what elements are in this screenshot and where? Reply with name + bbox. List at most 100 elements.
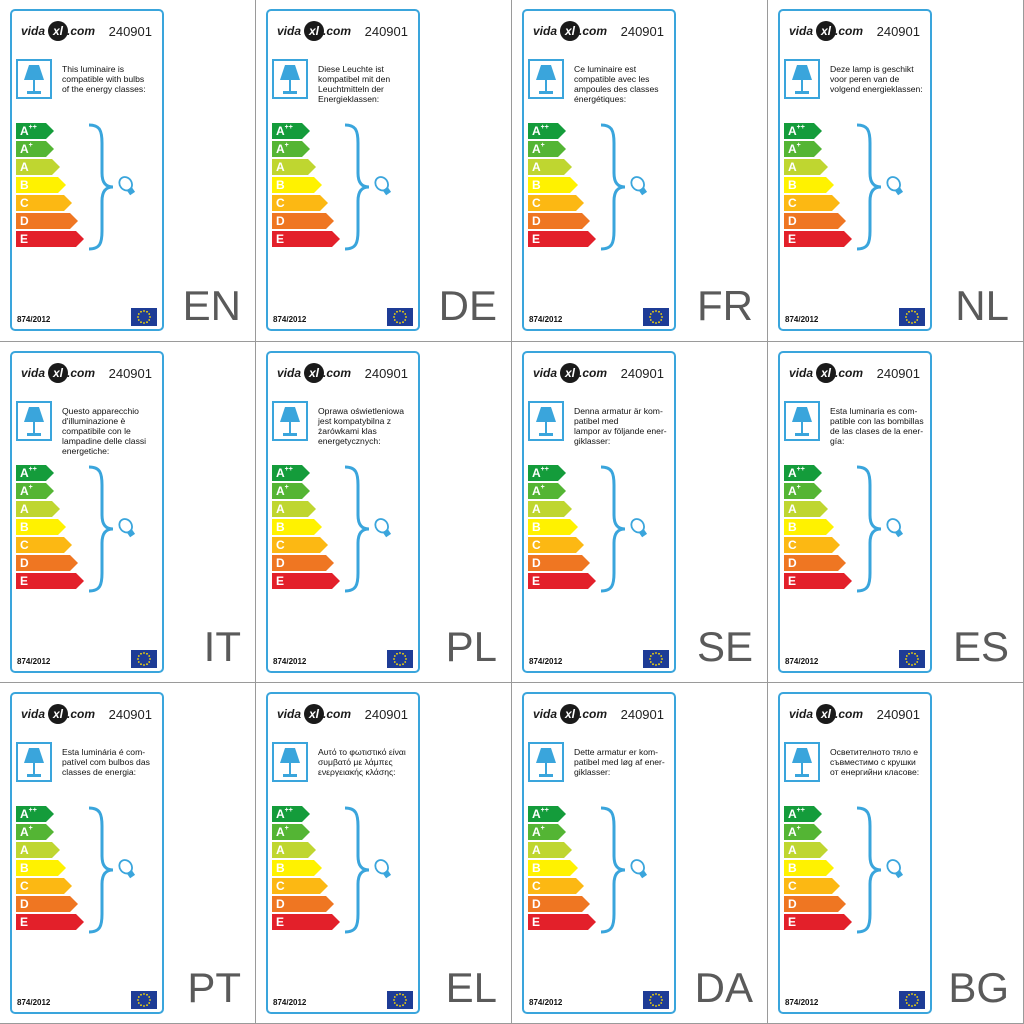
energy-class-letter: A+ [276,142,289,156]
regulation-number: 874/2012 [785,315,819,324]
product-code: 240901 [364,707,408,722]
energy-class-scale: A++ A+ A B C D E [784,123,852,249]
energy-class-a: A [272,842,316,858]
logo-mark: xl [304,363,324,383]
label-cell-pt: vida xl .com 240901 Esta luminária é com- pa… [0,683,256,1024]
product-code: 240901 [620,707,664,722]
energy-class-letter: C [276,196,285,210]
product-code: 240901 [620,24,664,39]
energy-class-ap: A+ [528,141,566,157]
product-code: 240901 [364,366,408,381]
energy-class-letter: D [20,556,29,570]
vidaxl-logo: vida xl .com [789,21,869,43]
compatibility-text: Denna armatur är kom- patibel med lampor… [574,406,667,446]
regulation-number: 874/2012 [273,315,307,324]
energy-class-ap: A+ [272,483,310,499]
regulation-number: 874/2012 [529,657,563,666]
energy-class-sup: + [284,142,289,149]
energy-class-b: B [528,860,578,876]
energy-class-app: A++ [784,465,822,481]
logo-mark: xl [304,21,324,41]
logo-prefix: vida [533,366,558,380]
energy-class-app: A++ [784,123,822,139]
energy-class-letter: A [20,160,29,174]
energy-label: vida xl .com 240901 Αυτό το φωτιστικό είναι … [266,692,420,1014]
energy-class-d: D [272,896,334,912]
compatibility-text: Diese Leuchte ist kompatibel mit den Leu… [318,64,391,104]
energy-class-scale: A++ A+ A B C D E [784,465,852,591]
language-code: EN [182,282,241,329]
logo-suffix: .com [323,24,352,38]
energy-class-b: B [528,177,578,193]
energy-class-a: A [784,159,828,175]
logo-prefix: vida [21,24,46,38]
energy-class-sup: + [284,484,289,491]
compatibility-text: Esta luminária é com- patível com bulbos… [62,747,150,777]
energy-class-ap: A+ [784,483,822,499]
energy-label: vida xl .com 240901 Deze lamp is geschikt vo… [778,9,932,331]
energy-class-sup: + [796,484,801,491]
vidaxl-logo: vida xl .com [21,21,101,43]
logo-prefix: vida [789,24,814,38]
energy-class-e: E [272,573,340,589]
logo-mark: xl [48,704,68,724]
eu-flag-icon [643,308,669,326]
energy-class-letter: D [20,214,29,228]
energy-class-letter: E [532,915,541,929]
energy-class-letter: A [788,843,797,857]
label-cell-pl: vida xl .com 240901 Oprawa oświetleniowa jes… [256,342,512,683]
energy-class-a: A [528,842,572,858]
energy-class-letter: A+ [788,484,801,498]
energy-class-a: A [784,842,828,858]
energy-class-letter: A++ [20,124,37,138]
energy-class-d: D [16,555,78,571]
compatibility-text: Dette armatur er kom- patibel med løg af… [574,747,665,777]
energy-class-e: E [16,231,84,247]
energy-class-e: E [528,914,596,930]
regulation-number: 874/2012 [17,315,51,324]
eu-flag-icon [387,650,413,668]
energy-label: vida xl .com 240901 Esta luminária é com- pa… [10,692,164,1014]
energy-class-c: C [528,878,584,894]
energy-class-d: D [272,213,334,229]
regulation-number: 874/2012 [785,998,819,1007]
bulb-icon [371,858,397,887]
energy-class-e: E [784,914,852,930]
energy-class-d: D [784,213,846,229]
energy-class-letter: A+ [276,825,289,839]
energy-class-b: B [16,860,66,876]
logo-suffix: .com [67,707,96,721]
energy-class-letter: E [532,232,541,246]
vidaxl-logo: vida xl .com [533,363,613,385]
bulb-icon [883,858,909,887]
energy-class-d: D [784,896,846,912]
energy-label: vida xl .com 240901 Ce luminaire est compati… [522,9,676,331]
energy-class-b: B [784,860,834,876]
bulb-icon [627,858,653,887]
logo-suffix: .com [579,707,608,721]
regulation-number: 874/2012 [785,657,819,666]
energy-class-e: E [16,573,84,589]
logo-suffix: .com [579,366,608,380]
energy-class-sup: ++ [284,466,293,473]
energy-class-app: A++ [528,806,566,822]
energy-class-app: A++ [784,806,822,822]
energy-class-d: D [528,555,590,571]
eu-flag-icon [899,650,925,668]
energy-class-c: C [272,537,328,553]
product-code: 240901 [108,707,152,722]
logo-mark: xl [304,704,324,724]
energy-class-letter: D [532,897,541,911]
logo-suffix: .com [323,366,352,380]
energy-class-sup: ++ [28,124,37,131]
energy-class-sup: ++ [796,807,805,814]
energy-class-letter: E [20,915,29,929]
energy-class-letter: C [20,196,29,210]
logo-suffix: .com [323,707,352,721]
energy-class-sup: ++ [540,466,549,473]
logo-mark: xl [48,21,68,41]
energy-class-a: A [784,501,828,517]
language-code: DE [438,282,497,329]
label-cell-en: vida xl .com 240901 This luminaire is compat… [0,0,256,342]
